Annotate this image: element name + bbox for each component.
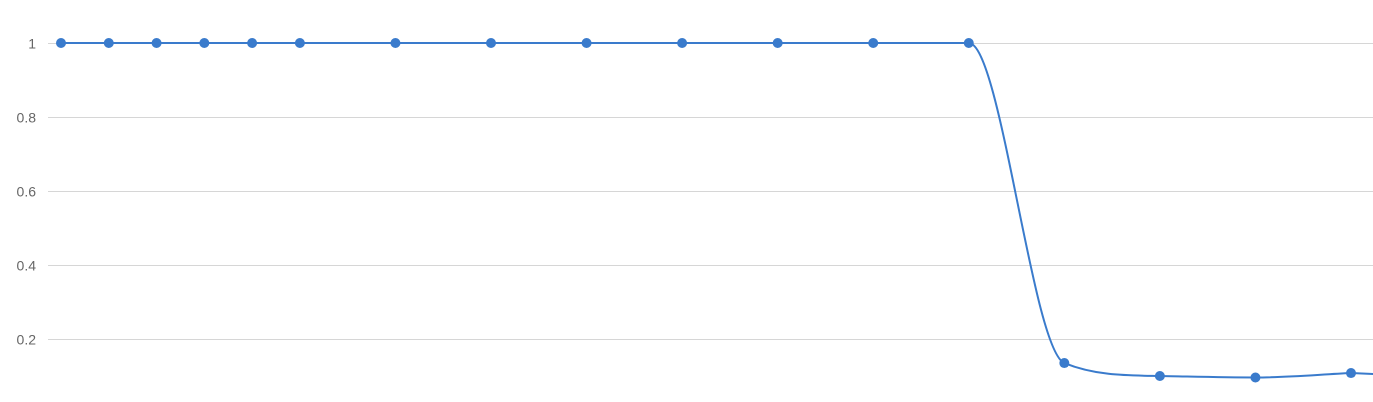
y-tick-label-0.8: 0.8 bbox=[17, 110, 37, 126]
series-line bbox=[60, 41, 1352, 379]
y-tick-label-0.6: 0.6 bbox=[17, 184, 37, 200]
data-point-9[interactable] bbox=[677, 38, 688, 48]
y-tick-label-1: 1 bbox=[28, 36, 36, 52]
data-point-4[interactable] bbox=[247, 38, 258, 48]
grid-lines bbox=[48, 43, 1373, 340]
y-tick-label-0.2: 0.2 bbox=[17, 332, 37, 348]
data-point-6[interactable] bbox=[390, 38, 401, 48]
data-point-0[interactable] bbox=[56, 38, 66, 48]
y-tick-label-0.4: 0.4 bbox=[17, 258, 37, 274]
data-point-3[interactable] bbox=[199, 38, 210, 48]
data-point-14[interactable] bbox=[1154, 371, 1165, 381]
data-point-13[interactable] bbox=[1059, 358, 1070, 369]
data-point-8[interactable] bbox=[581, 38, 592, 48]
y-axis-ticks: 0.2 0.4 0.6 0.8 1 bbox=[17, 36, 37, 348]
data-point-15[interactable] bbox=[1250, 372, 1261, 383]
data-point-11[interactable] bbox=[868, 38, 879, 48]
data-point-7[interactable] bbox=[486, 38, 496, 48]
data-point-2[interactable] bbox=[151, 38, 162, 48]
series-layer bbox=[60, 41, 1373, 379]
data-point-16[interactable] bbox=[1346, 368, 1356, 379]
data-point-1[interactable] bbox=[103, 38, 114, 48]
data-point-10[interactable] bbox=[772, 38, 783, 48]
data-point-12[interactable] bbox=[963, 38, 974, 48]
points-layer bbox=[56, 38, 1356, 383]
data-point-5[interactable] bbox=[294, 38, 305, 48]
